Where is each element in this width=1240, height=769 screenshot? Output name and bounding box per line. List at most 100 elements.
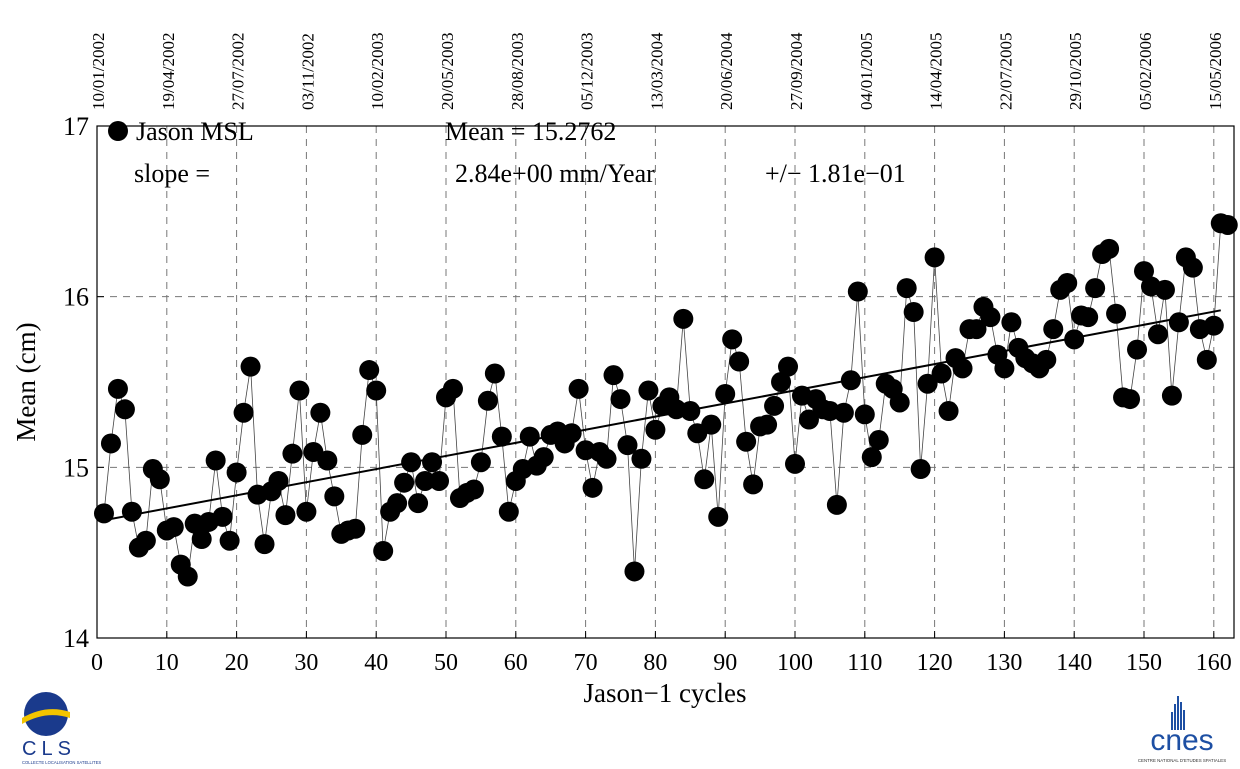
slope-value: 2.84e+00 mm/Year <box>455 159 655 188</box>
data-point <box>1120 389 1141 410</box>
data-point <box>422 452 443 473</box>
data-point <box>833 402 854 423</box>
data-point <box>868 430 889 451</box>
x-tick-label: 120 <box>917 650 953 676</box>
y-tick-labels: 14 15 16 17 <box>63 112 89 653</box>
data-point <box>491 426 512 447</box>
top-date-label: 22/07/2005 <box>996 33 1015 110</box>
data-point <box>233 402 254 423</box>
data-point <box>596 448 617 469</box>
data-point <box>100 433 121 454</box>
data-point <box>1057 273 1078 294</box>
x-tick-label: 20 <box>225 650 249 676</box>
data-point <box>798 409 819 430</box>
data-point <box>1168 312 1189 333</box>
data-point <box>889 392 910 413</box>
data-point <box>980 307 1001 328</box>
data-point <box>715 383 736 404</box>
x-tick-label: 140 <box>1056 650 1092 676</box>
data-point <box>826 494 847 515</box>
cls-swoosh-icon <box>22 709 70 724</box>
top-date-labels: 10/01/2002 19/04/2002 27/07/2002 03/11/2002… <box>89 32 1225 110</box>
top-date-label: 10/01/2002 <box>89 33 108 110</box>
data-point <box>736 431 757 452</box>
top-date-label: 05/12/2003 <box>578 33 597 110</box>
data-point <box>673 308 694 329</box>
top-date-label: 10/02/2003 <box>368 33 387 110</box>
y-axis-label: Mean (cm) <box>11 322 41 441</box>
data-point <box>317 450 338 471</box>
x-tick-label: 60 <box>504 650 528 676</box>
data-point <box>722 329 743 350</box>
data-point <box>617 435 638 456</box>
y-tick-label: 17 <box>63 112 89 141</box>
data-point <box>568 378 589 399</box>
data-point <box>177 566 198 587</box>
data-point <box>240 356 261 377</box>
data-point <box>771 372 792 392</box>
data-point <box>296 501 317 522</box>
x-tick-label: 110 <box>847 650 882 676</box>
top-date-label: 20/06/2004 <box>717 32 736 110</box>
slope-label: slope = <box>134 159 210 188</box>
data-point <box>729 351 750 372</box>
data-point <box>1134 261 1154 282</box>
top-date-label: 28/08/2003 <box>508 33 527 110</box>
data-point <box>519 426 540 447</box>
x-tick-label: 150 <box>1126 650 1162 676</box>
data-point <box>415 470 436 491</box>
data-point <box>498 501 519 522</box>
trend-line <box>103 309 1221 522</box>
data-point <box>1078 307 1099 328</box>
data-point <box>387 493 408 514</box>
plot-frame <box>96 125 1235 639</box>
axis-ticks <box>96 125 1215 639</box>
data-point <box>1064 329 1085 350</box>
data-point <box>107 378 128 399</box>
data-point <box>1147 324 1168 345</box>
data-point <box>778 356 799 377</box>
data-point <box>114 399 135 420</box>
data-point <box>757 414 778 435</box>
data-point <box>994 358 1015 379</box>
data-point <box>966 319 987 340</box>
data-point <box>1203 315 1224 336</box>
data-point <box>463 479 484 500</box>
data-point <box>1217 214 1238 235</box>
data-point <box>931 363 952 384</box>
data-point <box>1182 257 1203 278</box>
data-point <box>624 561 645 582</box>
top-date-label: 15/05/2006 <box>1206 33 1225 110</box>
top-date-label: 04/01/2005 <box>857 33 876 110</box>
data-point <box>121 501 142 522</box>
data-point <box>603 365 624 386</box>
data-point <box>631 448 652 469</box>
x-tick-label: 80 <box>643 650 667 676</box>
top-date-label: 19/04/2002 <box>159 33 178 110</box>
top-date-label: 03/11/2002 <box>298 33 317 110</box>
data-point <box>394 472 415 493</box>
x-tick-label: 90 <box>713 650 737 676</box>
data-point <box>1043 319 1064 340</box>
x-tick-label: 160 <box>1196 650 1232 676</box>
data-point <box>1106 303 1127 324</box>
grid-lines <box>97 126 1234 638</box>
data-point <box>1085 278 1106 299</box>
x-tick-labels: 0 10 20 30 40 50 60 70 80 90 100 110 120 130 140 150 160 <box>91 650 1232 676</box>
data-point <box>219 530 240 551</box>
data-point <box>701 414 722 435</box>
data-point <box>282 443 303 464</box>
data-point <box>205 450 226 471</box>
data-point <box>352 424 373 445</box>
data-point <box>1127 339 1148 360</box>
data-point <box>1036 349 1057 370</box>
legend-marker <box>108 121 128 141</box>
data-point <box>582 477 603 498</box>
data-point <box>1161 385 1182 406</box>
data-point <box>743 474 764 495</box>
data-point <box>896 278 917 299</box>
data-point <box>861 447 882 468</box>
x-tick-label: 50 <box>434 650 458 676</box>
data-point <box>373 540 394 561</box>
top-date-label: 13/03/2004 <box>647 32 666 110</box>
